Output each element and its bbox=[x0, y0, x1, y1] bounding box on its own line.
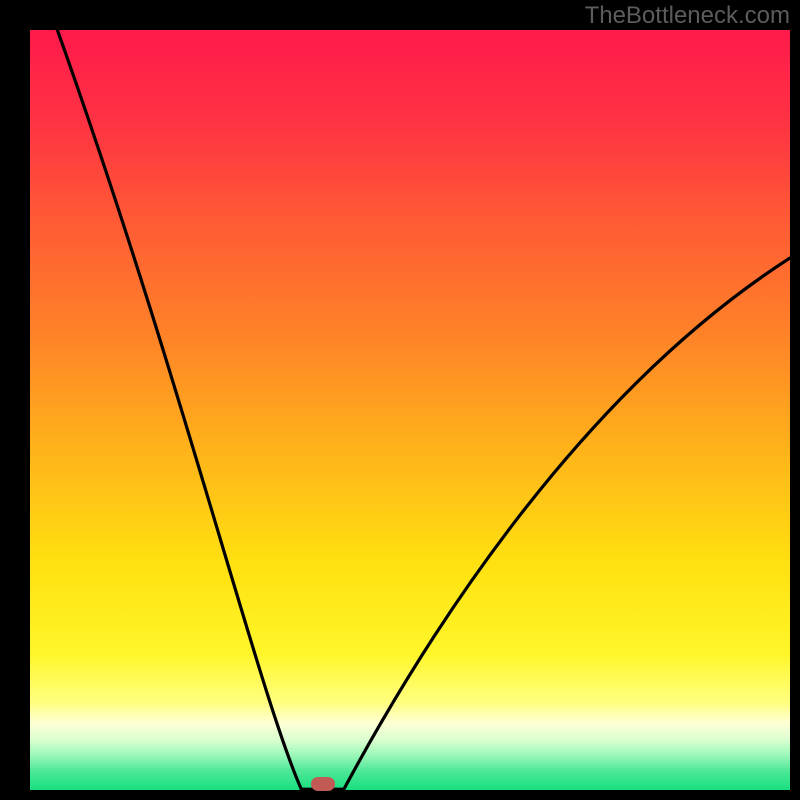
optimal-point-marker bbox=[311, 777, 335, 791]
curve-path bbox=[57, 30, 790, 789]
bottleneck-curve bbox=[30, 30, 790, 790]
plot-area bbox=[30, 30, 790, 790]
chart-root: TheBottleneck.com bbox=[0, 0, 800, 800]
watermark-text: TheBottleneck.com bbox=[585, 2, 790, 30]
